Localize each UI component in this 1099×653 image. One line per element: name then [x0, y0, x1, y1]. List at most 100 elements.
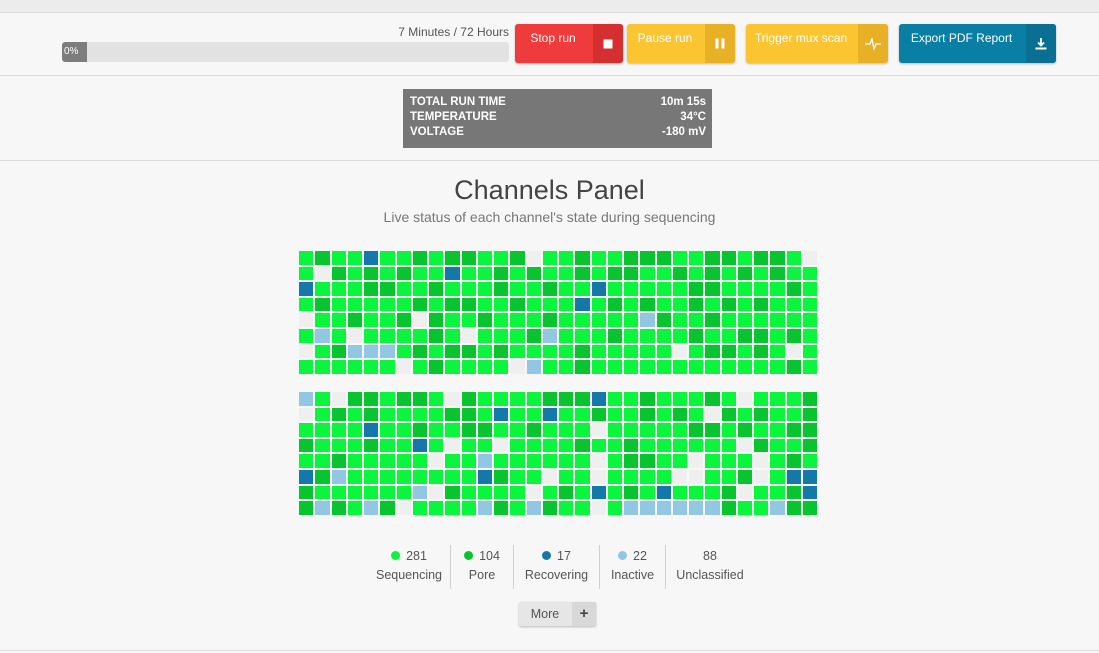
channel-cell-sequencing: [460, 484, 477, 501]
channel-cell-sequencing: [411, 265, 428, 282]
channel-cell-pore: [493, 468, 510, 485]
channel-cell-sequencing: [736, 500, 753, 516]
stat-temperature: TEMPERATURE 34°C: [410, 111, 706, 126]
channel-cell-pore: [785, 453, 802, 469]
channel-cell-sequencing: [769, 281, 786, 297]
more-label: More: [530, 607, 560, 621]
channel-cell-sequencing: [623, 406, 640, 423]
channel-cell-sequencing: [558, 437, 575, 454]
channel-cell-pore: [639, 406, 656, 423]
channel-cell-sequencing: [460, 500, 477, 516]
channel-cell-sequencing: [476, 359, 493, 375]
channel-cell-sequencing: [558, 281, 575, 297]
channel-cell-sequencing: [623, 468, 640, 485]
pause-run-label: Pause run: [637, 31, 693, 45]
channel-cell-pore: [574, 265, 591, 282]
channel-cell-sequencing: [460, 312, 477, 328]
channel-cell-pore: [574, 437, 591, 454]
channel-cell-sequencing: [606, 359, 623, 375]
channel-cell-sequencing: [395, 468, 412, 485]
channel-cell-pore: [704, 343, 721, 360]
channel-cell-sequencing: [558, 265, 575, 282]
channel-cell-unclassified: [590, 422, 607, 438]
channel-cell-sequencing: [655, 391, 672, 407]
channel-cell-recovering: [298, 281, 315, 297]
channel-cell-pore: [639, 453, 656, 469]
channel-cell-sequencing: [606, 500, 623, 516]
channel-cell-sequencing: [688, 343, 705, 360]
channel-cell-sequencing: [720, 391, 737, 407]
channel-cell-sequencing: [558, 406, 575, 423]
channel-cell-unclassified: [314, 265, 331, 282]
channel-cell-sequencing: [525, 391, 542, 407]
legend-inactive: 22 Inactive: [600, 545, 666, 589]
channel-cell-sequencing: [330, 296, 347, 313]
channel-cell-sequencing: [411, 406, 428, 423]
export-pdf-report-button[interactable]: Export PDF Report: [899, 24, 1056, 63]
channel-cell-sequencing: [346, 281, 363, 297]
channel-cell-pore: [574, 391, 591, 407]
channel-cell-sequencing: [444, 359, 461, 375]
channel-cell-pore: [379, 500, 396, 516]
channel-cell-sequencing: [590, 296, 607, 313]
channel-cell-sequencing: [509, 391, 526, 407]
channel-cell-pore: [476, 422, 493, 438]
more-button[interactable]: More +: [519, 602, 596, 626]
channel-cell-unclassified: [525, 484, 542, 501]
channel-cell-pore: [785, 422, 802, 438]
channel-cell-sequencing: [379, 250, 396, 266]
pause-run-button[interactable]: Pause run: [627, 24, 735, 63]
channel-cell-pore: [298, 484, 315, 501]
channel-cell-sequencing: [769, 312, 786, 328]
trigger-mux-scan-button[interactable]: Trigger mux scan: [746, 24, 888, 63]
channel-cell-inactive: [525, 359, 542, 375]
channel-cell-inactive: [671, 500, 688, 516]
stop-run-label: Stop run: [530, 31, 576, 45]
channel-cell-sequencing: [411, 468, 428, 485]
channel-cell-sequencing: [509, 343, 526, 360]
channel-cell-sequencing: [330, 359, 347, 375]
channel-cell-sequencing: [655, 468, 672, 485]
stop-run-button[interactable]: Stop run: [515, 24, 623, 63]
channel-cell-inactive: [541, 327, 558, 344]
legend-recovering: 17 Recovering: [514, 545, 600, 589]
channel-cell-sequencing: [769, 327, 786, 344]
channel-cell-sequencing: [395, 453, 412, 469]
channel-cell-sequencing: [655, 265, 672, 282]
channel-cell-pore: [330, 500, 347, 516]
channel-cell-sequencing: [314, 391, 331, 407]
channel-cell-sequencing: [590, 312, 607, 328]
channel-cell-sequencing: [428, 250, 445, 266]
channel-cell-sequencing: [639, 343, 656, 360]
channel-cell-sequencing: [379, 422, 396, 438]
channel-cell-sequencing: [476, 343, 493, 360]
channel-cell-pore: [541, 391, 558, 407]
channel-cell-sequencing: [298, 296, 315, 313]
plus-icon: +: [572, 602, 596, 626]
channel-cell-pore: [720, 343, 737, 360]
channel-cell-sequencing: [476, 391, 493, 407]
channel-cell-inactive: [411, 484, 428, 501]
channel-cell-sequencing: [493, 484, 510, 501]
channel-cell-sequencing: [671, 453, 688, 469]
channel-cell-pore: [704, 391, 721, 407]
channel-cell-sequencing: [298, 265, 315, 282]
channel-cell-sequencing: [363, 312, 380, 328]
channel-cell-sequencing: [558, 500, 575, 516]
channel-cell-pore: [558, 484, 575, 501]
channel-cell-sequencing: [346, 500, 363, 516]
run-toolbar: 7 Minutes / 72 Hours 0% Stop run Pause r…: [0, 13, 1099, 76]
channel-cell-pore: [428, 312, 445, 328]
channel-cell-sequencing: [704, 484, 721, 501]
channel-cell-pore: [298, 500, 315, 516]
channel-cell-pore: [606, 296, 623, 313]
stat-value: 34°C: [680, 111, 706, 123]
channel-cell-inactive: [688, 500, 705, 516]
channel-cell-sequencing: [704, 437, 721, 454]
channel-cell-sequencing: [476, 437, 493, 454]
channel-cell-recovering: [411, 437, 428, 454]
channel-cell-sequencing: [460, 468, 477, 485]
channel-cell-sequencing: [688, 312, 705, 328]
channel-cell-pore: [574, 343, 591, 360]
channel-cell-sequencing: [671, 437, 688, 454]
